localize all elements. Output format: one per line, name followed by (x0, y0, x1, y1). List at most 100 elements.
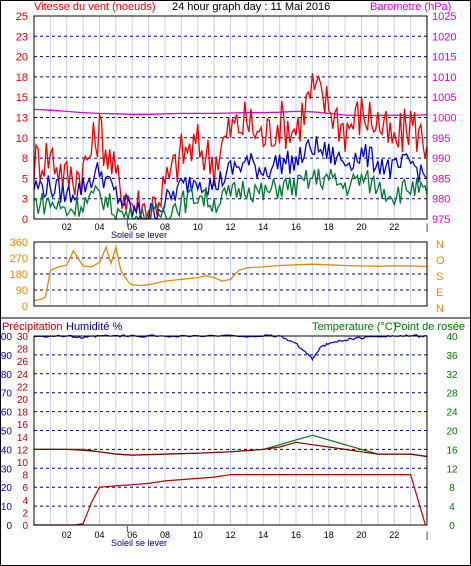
x-tick-label: 06 (127, 222, 137, 232)
x-tick-label: 16 (291, 530, 301, 540)
precip-tick-label: 8 (22, 471, 28, 482)
wind-series (33, 73, 428, 221)
series-line-barometre (33, 108, 428, 117)
wind-right-ticks: 975 980 985 990 995 1000 1005 1010 1015 1020 1025 (432, 11, 456, 226)
y-left-tick-label: 18 (16, 72, 28, 84)
y-tick-label: 360 (10, 237, 28, 249)
precip-tick-label: 28 (17, 345, 29, 356)
precip-tick-label: 22 (17, 382, 29, 393)
wind-right-label: Barometre (hPa) (370, 1, 451, 13)
y-left-tick-label: 0 (22, 214, 28, 226)
wind-left-ticks: 0 3 5 8 10 13 15 18 20 23 25 (16, 11, 28, 226)
x-tick-label: 22 (389, 530, 399, 540)
climate-sun-label: Soleil se lever (111, 538, 167, 548)
y-left-tick-label: 13 (16, 113, 28, 125)
y-left-tick-label: 23 (16, 31, 28, 43)
temperature-tick-label: 20 (446, 427, 458, 438)
compass-label: S (436, 271, 443, 283)
precip-label: Précipitation (2, 321, 63, 333)
x-tick-label: 12 (225, 222, 235, 232)
series-line-vent-minimum (33, 168, 428, 221)
temperature-tick-label: 40 (446, 332, 458, 343)
compass-label: O (436, 255, 445, 267)
temperature-tick-label: 12 (446, 464, 458, 475)
x-tick-label: 02 (62, 530, 72, 540)
direction-left-ticks: 0 90 180 270 360 (10, 237, 28, 313)
y-left-tick-label: 3 (22, 194, 28, 206)
humidity-tick-label: 60 (1, 408, 13, 419)
temperature-tick-label: 0 (449, 521, 455, 532)
temperature-tick-label: 36 (446, 351, 458, 362)
precip-tick-label: 4 (22, 496, 28, 507)
x-tick-end: | (426, 222, 428, 232)
x-tick-label: 10 (193, 530, 203, 540)
y-left-tick-label: 5 (22, 173, 28, 185)
direction-plot-area (33, 241, 428, 307)
humidity-label: Humidité % (66, 321, 122, 333)
precip-tick-label: 18 (17, 408, 29, 419)
humidity-tick-label: 90 (1, 351, 13, 362)
humidity-tick-label: 40 (1, 445, 13, 456)
humidity-tick-label: 20 (1, 483, 13, 494)
x-tick-label: 22 (389, 222, 399, 232)
y-right-tick-label: 1025 (432, 11, 456, 23)
temperature-tick-label: 4 (449, 502, 455, 513)
temperature-tick-label: 8 (449, 483, 455, 494)
x-tick-label: 04 (94, 222, 104, 232)
series-line-3 (34, 474, 426, 526)
y-tick-label: 180 (10, 269, 28, 281)
y-right-tick-label: 980 (432, 194, 450, 206)
y-right-tick-label: 990 (432, 153, 450, 165)
y-left-tick-label: 10 (16, 133, 28, 145)
precip-tick-label: 24 (17, 370, 29, 381)
y-left-tick-label: 15 (16, 92, 28, 104)
x-tick-label: 02 (62, 222, 72, 232)
precip-tick-label: 20 (17, 395, 29, 406)
y-left-tick-label: 25 (16, 11, 28, 23)
x-tick-label: 04 (94, 530, 104, 540)
temperature-label: Temperature (°C) (312, 321, 396, 333)
precip-tick-label: 10 (17, 458, 29, 469)
x-tick-label: 20 (356, 530, 366, 540)
humidity-tick-label: 70 (1, 389, 13, 400)
x-tick-label: 06 (127, 530, 137, 540)
humidity-tick-label: 80 (1, 370, 13, 381)
compass-label: N (436, 303, 444, 315)
precip-tick-label: 14 (17, 433, 29, 444)
compass-label: N (436, 239, 444, 251)
temperature-tick-label: 28 (446, 389, 458, 400)
compass-label: E (436, 287, 443, 299)
direction-series (33, 244, 428, 302)
precip-tick-label: 30 (17, 332, 29, 343)
x-tick-label: 20 (356, 222, 366, 232)
x-tick-label: 08 (160, 222, 170, 232)
y-right-tick-label: 1010 (432, 72, 456, 84)
y-tick-label: 90 (16, 285, 28, 297)
y-tick-label: 0 (22, 301, 28, 313)
temperature-tick-label: 32 (446, 370, 458, 381)
y-left-tick-label: 20 (16, 52, 28, 64)
humidity-tick-label: 10 (1, 502, 13, 513)
x-tick-label: 12 (225, 530, 235, 540)
series-line-direction (33, 244, 428, 302)
precip-tick-label: 2 (22, 508, 28, 519)
series-line-rafales (33, 73, 428, 220)
x-tick-label: 18 (324, 222, 334, 232)
wind-chart-title: 24 hour graph day : 11 Mai 2016 (172, 1, 330, 13)
wind-plot-area (33, 15, 428, 220)
humidity-tick-label: 100 (0, 332, 12, 343)
humidity-ticks: 0 10 20 30 40 50 60 70 80 90 100 (0, 332, 12, 532)
series-line-vent-moyen (33, 135, 428, 221)
y-tick-label: 270 (10, 253, 28, 265)
x-tick-end: | (426, 530, 428, 540)
x-tick-label: 08 (160, 530, 170, 540)
precip-tick-label: 12 (17, 445, 29, 456)
precip-tick-label: 6 (22, 483, 28, 494)
x-tick-label: 18 (324, 530, 334, 540)
temperature-tick-label: 24 (446, 408, 458, 419)
wind-sun-label: Soleil se lever (111, 230, 167, 240)
